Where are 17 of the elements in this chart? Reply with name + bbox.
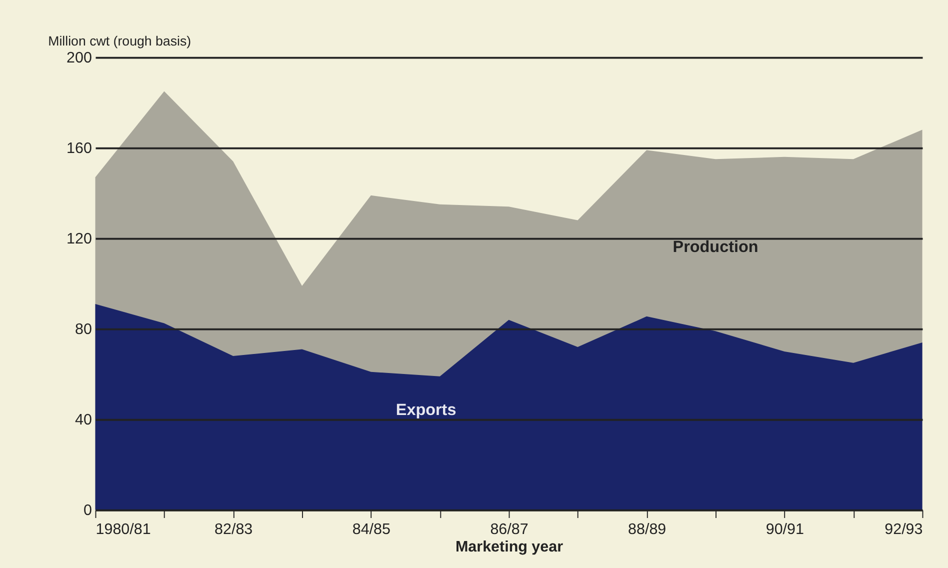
y-tick-label: 120 [66,230,92,248]
x-tick-label: 88/89 [628,521,666,538]
x-tick-label: 82/83 [214,521,253,538]
series-label: Production [672,238,758,256]
y-tick-label: 40 [74,412,92,429]
x-tick-label: 90/91 [766,521,804,538]
x-tick-label: 1980/81 [96,521,151,538]
series-label: Exports [396,401,456,420]
y-tick-label: 160 [66,140,92,158]
y-tick-label: 0 [83,502,92,520]
x-tick-label: 84/85 [352,521,390,538]
x-tick-label: 86/87 [490,521,528,538]
y-tick-label: 200 [66,50,92,67]
x-tick-label: 92/93 [884,521,923,538]
y-tick-label: 80 [74,321,92,338]
x-axis-title: Marketing year [455,538,564,556]
y-axis-title: Million cwt (rough basis) [48,33,192,48]
